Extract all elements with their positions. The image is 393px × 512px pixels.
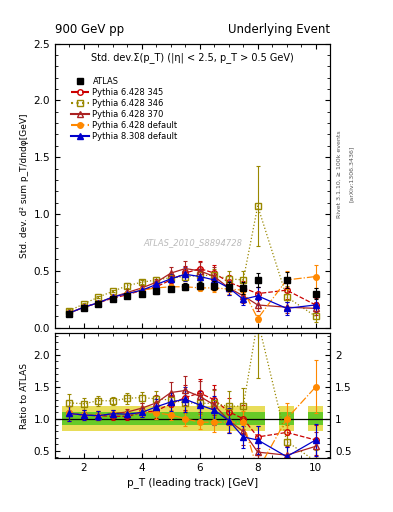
Y-axis label: Ratio to ATLAS: Ratio to ATLAS [20,362,29,429]
Text: 900 GeV pp: 900 GeV pp [55,24,124,36]
Text: ATLAS_2010_S8894728: ATLAS_2010_S8894728 [143,238,242,247]
Text: [arXiv:1306.3436]: [arXiv:1306.3436] [349,146,354,202]
X-axis label: p_T (leading track) [GeV]: p_T (leading track) [GeV] [127,477,258,488]
Text: Rivet 3.1.10, ≥ 100k events: Rivet 3.1.10, ≥ 100k events [336,130,341,218]
Legend: ATLAS, Pythia 6.428 345, Pythia 6.428 346, Pythia 6.428 370, Pythia 6.428 defaul: ATLAS, Pythia 6.428 345, Pythia 6.428 34… [68,73,181,144]
Y-axis label: Std. dev. d² sum p_T/dndφ[GeV]: Std. dev. d² sum p_T/dndφ[GeV] [20,113,29,258]
Text: Underlying Event: Underlying Event [228,24,330,36]
Text: Std. dev.Σ(p_T) (|η| < 2.5, p_T > 0.5 GeV): Std. dev.Σ(p_T) (|η| < 2.5, p_T > 0.5 Ge… [91,52,294,63]
